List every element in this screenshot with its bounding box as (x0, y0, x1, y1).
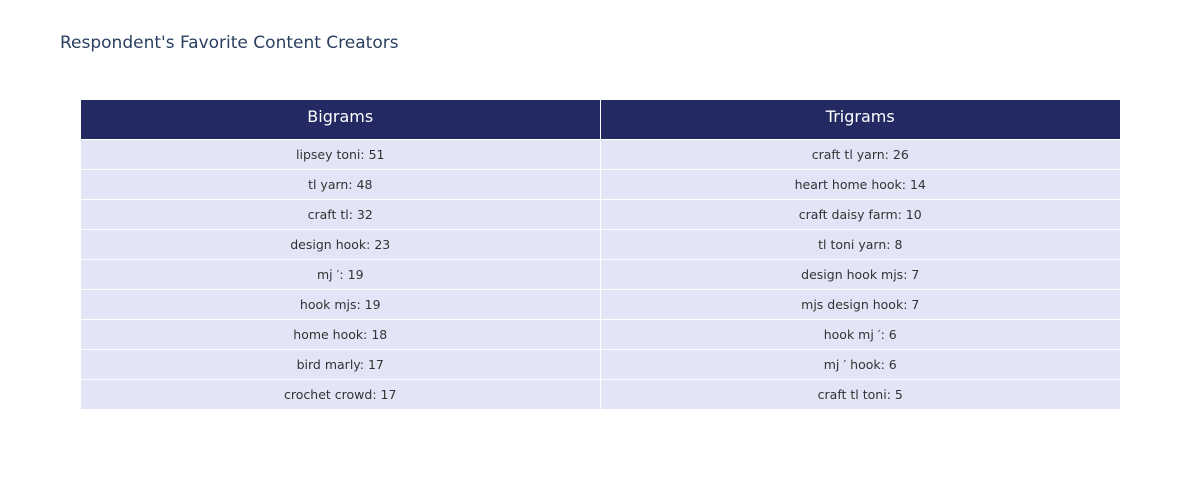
bigram-cell: bird marly: 17 (81, 350, 601, 380)
bigram-cell: home hook: 18 (81, 320, 601, 350)
bigram-cell: craft tl: 32 (81, 200, 601, 230)
table-row: home hook: 18 hook mj ′: 6 (81, 320, 1120, 350)
trigram-cell: design hook mjs: 7 (600, 260, 1120, 290)
trigram-cell: craft tl toni: 5 (600, 380, 1120, 410)
table-row: mj ′: 19 design hook mjs: 7 (81, 260, 1120, 290)
bigram-cell: crochet crowd: 17 (81, 380, 601, 410)
trigram-cell: heart home hook: 14 (600, 170, 1120, 200)
bigram-cell: lipsey toni: 51 (81, 140, 601, 170)
trigram-cell: mj ′ hook: 6 (600, 350, 1120, 380)
table-row: bird marly: 17 mj ′ hook: 6 (81, 350, 1120, 380)
table-row: crochet crowd: 17 craft tl toni: 5 (81, 380, 1120, 410)
table-header-row: Bigrams Trigrams (81, 100, 1120, 140)
table-body: lipsey toni: 51 craft tl yarn: 26 tl yarn:… (81, 140, 1120, 410)
trigram-cell: craft tl yarn: 26 (600, 140, 1120, 170)
trigram-cell: mjs design hook: 7 (600, 290, 1120, 320)
trigram-cell: tl toni yarn: 8 (600, 230, 1120, 260)
table-row: tl yarn: 48 heart home hook: 14 (81, 170, 1120, 200)
trigram-cell: craft daisy farm: 10 (600, 200, 1120, 230)
bigram-cell: design hook: 23 (81, 230, 601, 260)
column-header-bigrams: Bigrams (81, 100, 601, 140)
column-header-trigrams: Trigrams (600, 100, 1120, 140)
table-row: hook mjs: 19 mjs design hook: 7 (81, 290, 1120, 320)
bigram-cell: mj ′: 19 (81, 260, 601, 290)
bigram-cell: hook mjs: 19 (81, 290, 601, 320)
ngram-table: Bigrams Trigrams lipsey toni: 51 craft tl… (81, 100, 1120, 410)
table-row: lipsey toni: 51 craft tl yarn: 26 (81, 140, 1120, 170)
chart-title: Respondent's Favorite Content Creators (60, 33, 399, 53)
bigram-cell: tl yarn: 48 (81, 170, 601, 200)
table-row: design hook: 23 tl toni yarn: 8 (81, 230, 1120, 260)
trigram-cell: hook mj ′: 6 (600, 320, 1120, 350)
table-row: craft tl: 32 craft daisy farm: 10 (81, 200, 1120, 230)
